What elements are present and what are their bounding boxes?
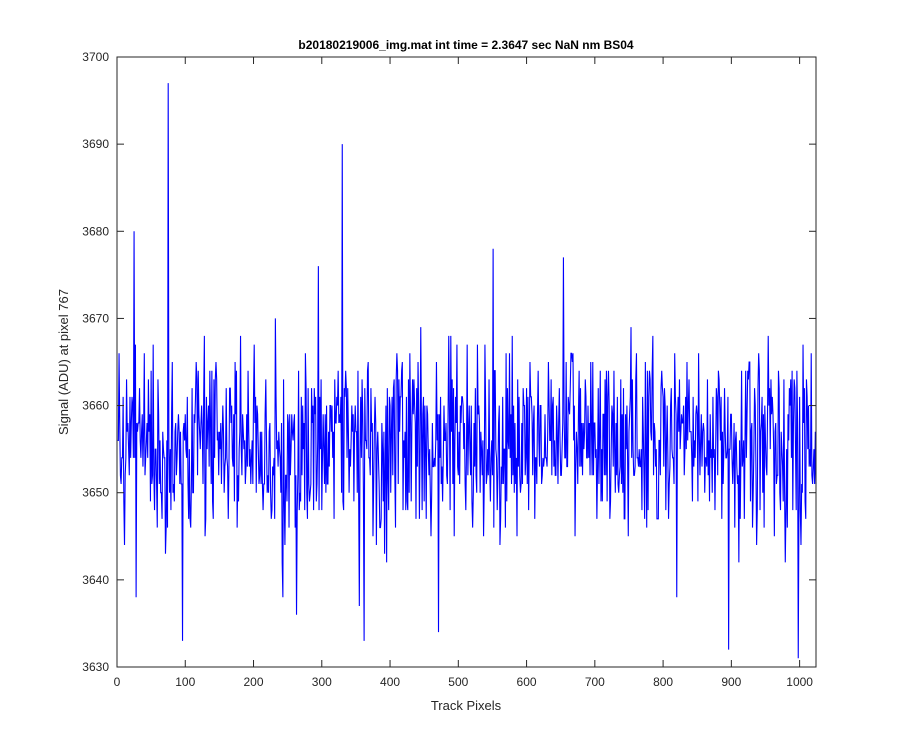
y-tick-label: 3670 [82,311,109,325]
y-axis-label: Signal (ADU) at pixel 767 [56,289,71,435]
y-tick-label: 3630 [82,660,109,674]
y-tick-label: 3640 [82,573,109,587]
x-axis-label: Track Pixels [431,698,502,713]
x-tick-label: 100 [175,675,195,689]
x-tick-label: 500 [448,675,468,689]
plot-area [116,56,817,668]
y-tick-label: 3650 [82,486,109,500]
x-tick-label: 900 [721,675,741,689]
x-axis: 0 100 200 300 400 500 600 700 800 900 1000 [114,57,813,689]
y-tick-label: 3700 [82,50,109,64]
x-tick-label: 800 [653,675,673,689]
chart-title: b20180219006_img.mat int time = 2.3647 s… [298,38,634,52]
y-tick-label: 3680 [82,224,109,238]
x-tick-label: 400 [380,675,400,689]
y-tick-label: 3660 [82,399,109,413]
y-tick-label: 3690 [82,137,109,151]
x-tick-label: 0 [114,675,121,689]
x-tick-label: 300 [312,675,332,689]
y-axis: 3630 3640 3650 3660 3670 3680 3690 3700 [82,50,816,674]
x-tick-label: 200 [244,675,264,689]
axes-box [116,56,817,668]
x-tick-label: 1000 [786,675,813,689]
x-tick-label: 700 [585,675,605,689]
x-tick-label: 600 [517,675,537,689]
series-line [117,83,817,659]
